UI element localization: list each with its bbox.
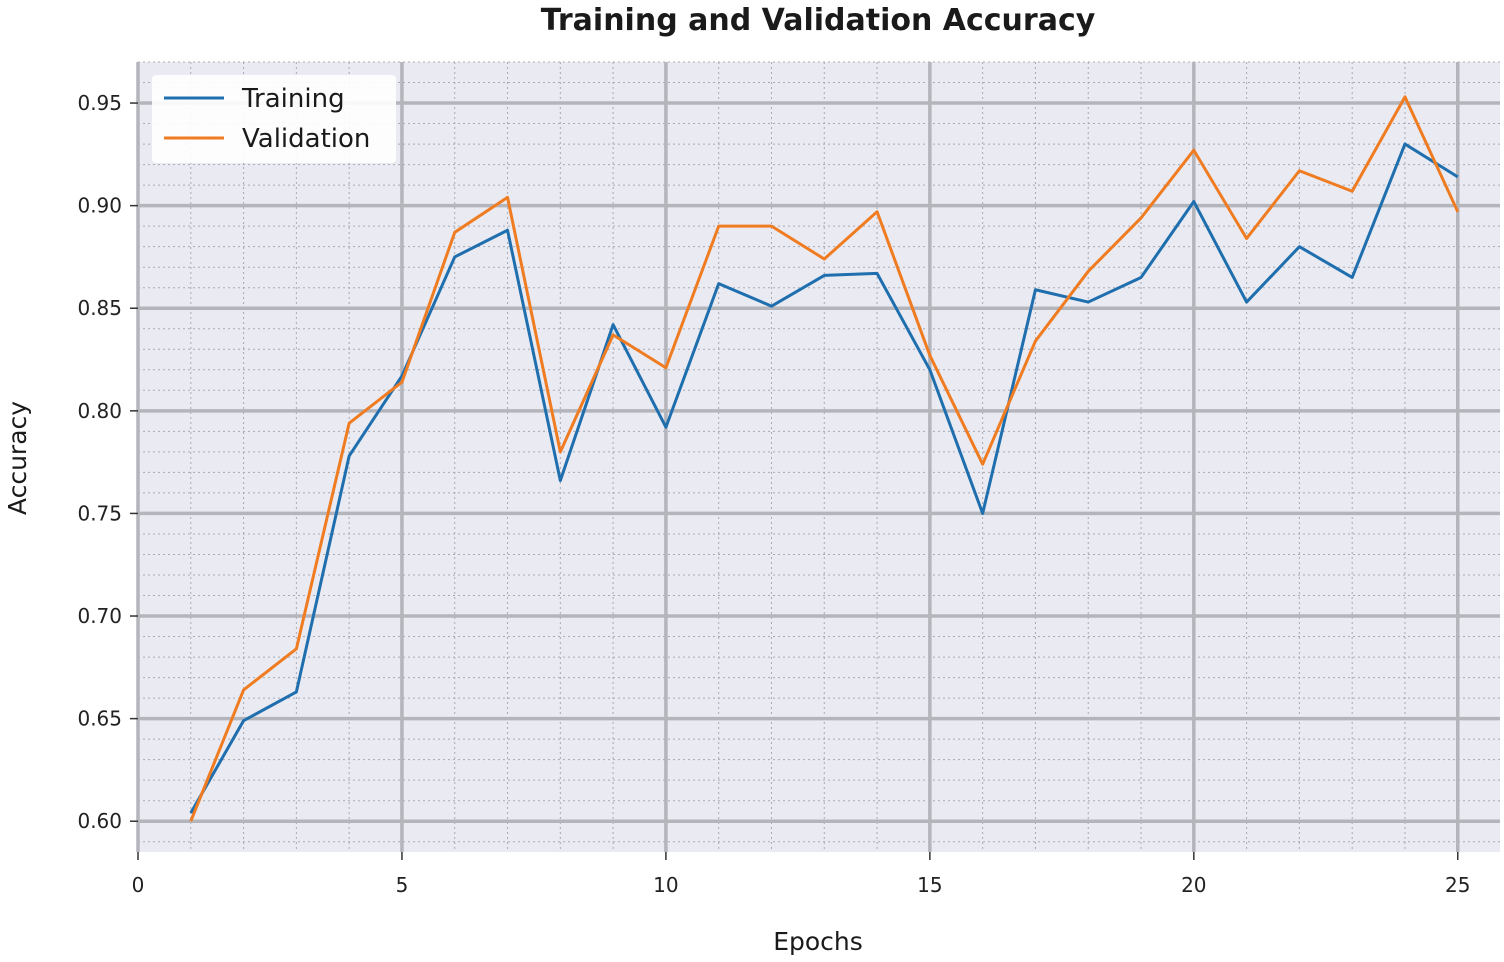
y-axis-label: Accuracy <box>3 401 32 515</box>
x-tick-label: 20 <box>1181 873 1206 897</box>
y-tick-label: 0.75 <box>77 501 122 525</box>
y-tick-label: 0.60 <box>77 809 122 833</box>
chart-title: Training and Validation Accuracy <box>541 3 1096 38</box>
y-tick-label: 0.70 <box>77 604 122 628</box>
y-tick-label: 0.90 <box>77 194 122 218</box>
y-tick-label: 0.80 <box>77 399 122 423</box>
y-tick-label: 0.85 <box>77 296 122 320</box>
x-tick-label: 5 <box>396 873 409 897</box>
legend: Training Validation <box>152 75 396 163</box>
legend-label-training: Training <box>241 84 345 114</box>
axes: 0 5 10 15 20 25 0.60 0.65 0.70 0.75 0.80 0.85 0.90 0.… <box>77 91 1470 897</box>
series-line-training <box>189 142 1459 814</box>
x-tick-label: 0 <box>132 873 145 897</box>
legend-label-validation: Validation <box>242 124 370 154</box>
x-tick-label: 25 <box>1445 873 1470 897</box>
x-axis-label: Epochs <box>773 927 863 956</box>
y-tick-label: 0.65 <box>77 707 122 731</box>
minor-grid <box>138 61 1500 852</box>
y-tick-label: 0.95 <box>77 91 122 115</box>
x-tick-label: 15 <box>917 873 942 897</box>
x-tick-label: 10 <box>653 873 678 897</box>
series-line-validation <box>189 95 1460 822</box>
series-layer <box>189 95 1460 822</box>
